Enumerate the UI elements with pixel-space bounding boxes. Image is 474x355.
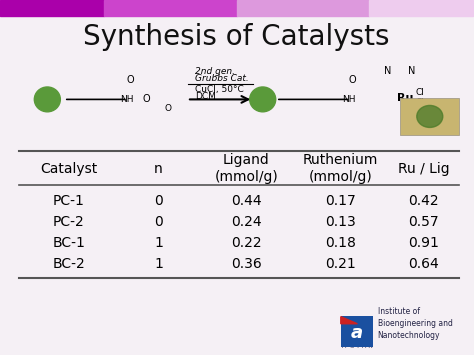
Bar — [104, 0, 237, 16]
Text: O: O — [143, 94, 151, 104]
Text: PC-2: PC-2 — [53, 215, 84, 229]
Text: 0: 0 — [154, 193, 163, 208]
Ellipse shape — [250, 87, 276, 112]
Text: 2nd gen.: 2nd gen. — [195, 66, 236, 76]
Text: 0.18: 0.18 — [325, 236, 356, 250]
Text: 1: 1 — [154, 236, 163, 250]
FancyBboxPatch shape — [341, 316, 373, 347]
Text: Ligand
(mmol/g): Ligand (mmol/g) — [214, 153, 278, 184]
Text: Synthesis of Catalysts: Synthesis of Catalysts — [83, 23, 390, 51]
Bar — [0, 0, 104, 16]
Text: 0.64: 0.64 — [408, 257, 439, 272]
Text: 0.42: 0.42 — [408, 193, 439, 208]
Text: 0.17: 0.17 — [326, 193, 356, 208]
Text: O: O — [164, 104, 172, 113]
Text: CuCl, 50°C: CuCl, 50°C — [195, 85, 244, 94]
Text: 0.22: 0.22 — [231, 236, 262, 250]
Text: 0.36: 0.36 — [231, 257, 262, 272]
Text: 0.13: 0.13 — [326, 215, 356, 229]
Text: Ru / Lig: Ru / Lig — [398, 162, 449, 176]
Text: Institute of
Bioengineering and
Nanotechnology: Institute of Bioengineering and Nanotech… — [378, 307, 453, 340]
Text: 1: 1 — [154, 257, 163, 272]
Text: 0.24: 0.24 — [231, 215, 262, 229]
FancyBboxPatch shape — [400, 98, 459, 135]
Text: O: O — [349, 75, 356, 85]
Bar — [369, 0, 474, 16]
Polygon shape — [341, 317, 357, 324]
Text: Cl: Cl — [416, 88, 424, 97]
Text: Catalyst: Catalyst — [40, 162, 97, 176]
Text: Ruthenium
(mmol/g): Ruthenium (mmol/g) — [303, 153, 378, 184]
Text: N: N — [384, 66, 392, 76]
Ellipse shape — [34, 87, 60, 112]
Text: 0.57: 0.57 — [408, 215, 439, 229]
Bar — [237, 0, 369, 16]
Text: 0: 0 — [154, 215, 163, 229]
Text: Cl: Cl — [416, 98, 424, 108]
Text: a: a — [351, 324, 363, 342]
Text: O: O — [127, 75, 134, 85]
Text: 0.91: 0.91 — [408, 236, 439, 250]
Text: Grubbs Cat.: Grubbs Cat. — [195, 74, 249, 83]
Text: NH: NH — [343, 95, 356, 104]
Text: PC-1: PC-1 — [53, 193, 84, 208]
Text: A  S T A R: A S T A R — [342, 344, 372, 349]
Text: 0.44: 0.44 — [231, 193, 262, 208]
Text: Ru: Ru — [397, 93, 413, 103]
Text: 0.21: 0.21 — [326, 257, 356, 272]
Text: BC-2: BC-2 — [52, 257, 85, 272]
Text: BC-1: BC-1 — [52, 236, 85, 250]
Text: DCM: DCM — [195, 92, 216, 101]
Text: N: N — [408, 66, 416, 76]
Ellipse shape — [417, 105, 443, 127]
Text: n: n — [154, 162, 163, 176]
Text: NH: NH — [120, 95, 134, 104]
